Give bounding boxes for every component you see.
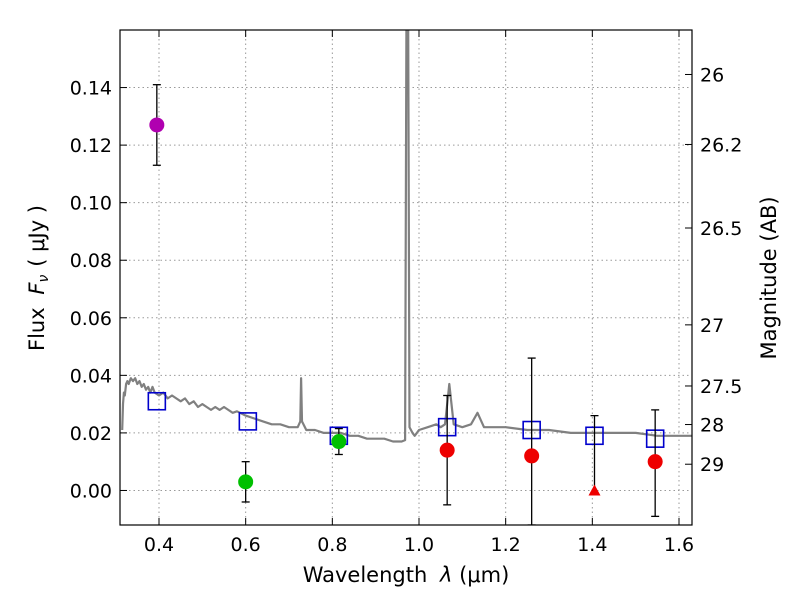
upper-limit-triangle	[588, 484, 601, 496]
x-tick-label: 1.6	[664, 534, 694, 556]
right-tick-label: 26.2	[700, 134, 742, 156]
spectrum-line	[121, 30, 692, 443]
x-tick-label: 0.4	[144, 534, 174, 556]
y-tick-label: 0.10	[70, 193, 112, 215]
x-axis-label: Wavelength λ (μm)	[303, 563, 510, 587]
x-tick-label: 1.4	[577, 534, 607, 556]
y-tick-label: 0.00	[70, 480, 112, 502]
right-tick-label: 29	[700, 454, 724, 476]
grid-lines	[120, 30, 692, 525]
model-square	[147, 391, 167, 411]
right-tick-label: 27	[700, 315, 724, 337]
x-tick-label: 0.8	[317, 534, 347, 556]
data-point	[238, 474, 254, 490]
right-tick-label: 27.5	[700, 376, 742, 398]
data-point	[331, 434, 347, 450]
x-tick-label: 1.0	[404, 534, 434, 556]
y-tick-label: 0.04	[70, 365, 112, 387]
right-tick-label: 26	[700, 64, 724, 86]
x-tick-label: 1.2	[491, 534, 521, 556]
data-point	[524, 448, 540, 464]
axis-ticks: 0.4 0.6 0.8 1.0 1.2 1.4 1.6 0.00 0.02 0.04 0.06 0.0…	[70, 30, 742, 556]
model-square	[238, 412, 258, 431]
right-tick-label: 28	[700, 415, 724, 437]
y-axis-label: Flux Fν( μJy )	[25, 205, 52, 351]
y-tick-label: 0.14	[70, 78, 112, 100]
y-tick-label: 0.12	[70, 135, 112, 157]
data-point	[647, 454, 663, 470]
data-point	[439, 442, 455, 458]
right-tick-label: 26.5	[700, 218, 742, 240]
y-tick-label: 0.02	[70, 423, 112, 445]
x-tick-label: 0.6	[231, 534, 261, 556]
plot-frame	[119, 29, 693, 526]
right-axis-label: Magnitude (AB)	[757, 196, 781, 359]
data-series	[121, 30, 692, 525]
data-point	[149, 117, 165, 133]
y-tick-label: 0.08	[70, 250, 112, 272]
y-tick-label: 0.06	[70, 308, 112, 330]
